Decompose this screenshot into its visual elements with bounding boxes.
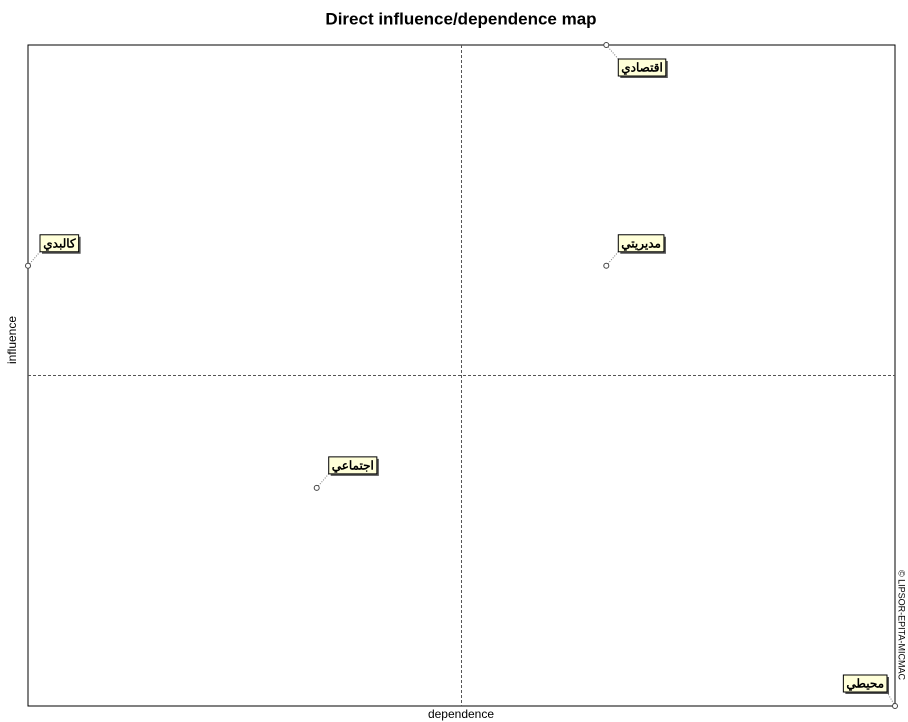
copyright: © LIPSOR-EPITA-MICMAC <box>897 570 907 680</box>
point-label: اقتصادي <box>621 61 663 76</box>
point <box>604 263 609 268</box>
point-label: اجتماعي <box>332 459 374 474</box>
chart-title: Direct influence/dependence map <box>325 9 596 28</box>
point <box>26 263 31 268</box>
point-label: مديريتي <box>621 236 661 251</box>
chart: Direct influence/dependence map dependen… <box>0 0 908 722</box>
point-label: كالبدي <box>43 236 76 251</box>
x-axis-label: dependence <box>428 707 494 721</box>
y-axis-label: influence <box>5 316 19 364</box>
point <box>893 704 898 709</box>
point-label: محيطي <box>846 677 884 692</box>
point <box>604 43 609 48</box>
point <box>314 485 319 490</box>
